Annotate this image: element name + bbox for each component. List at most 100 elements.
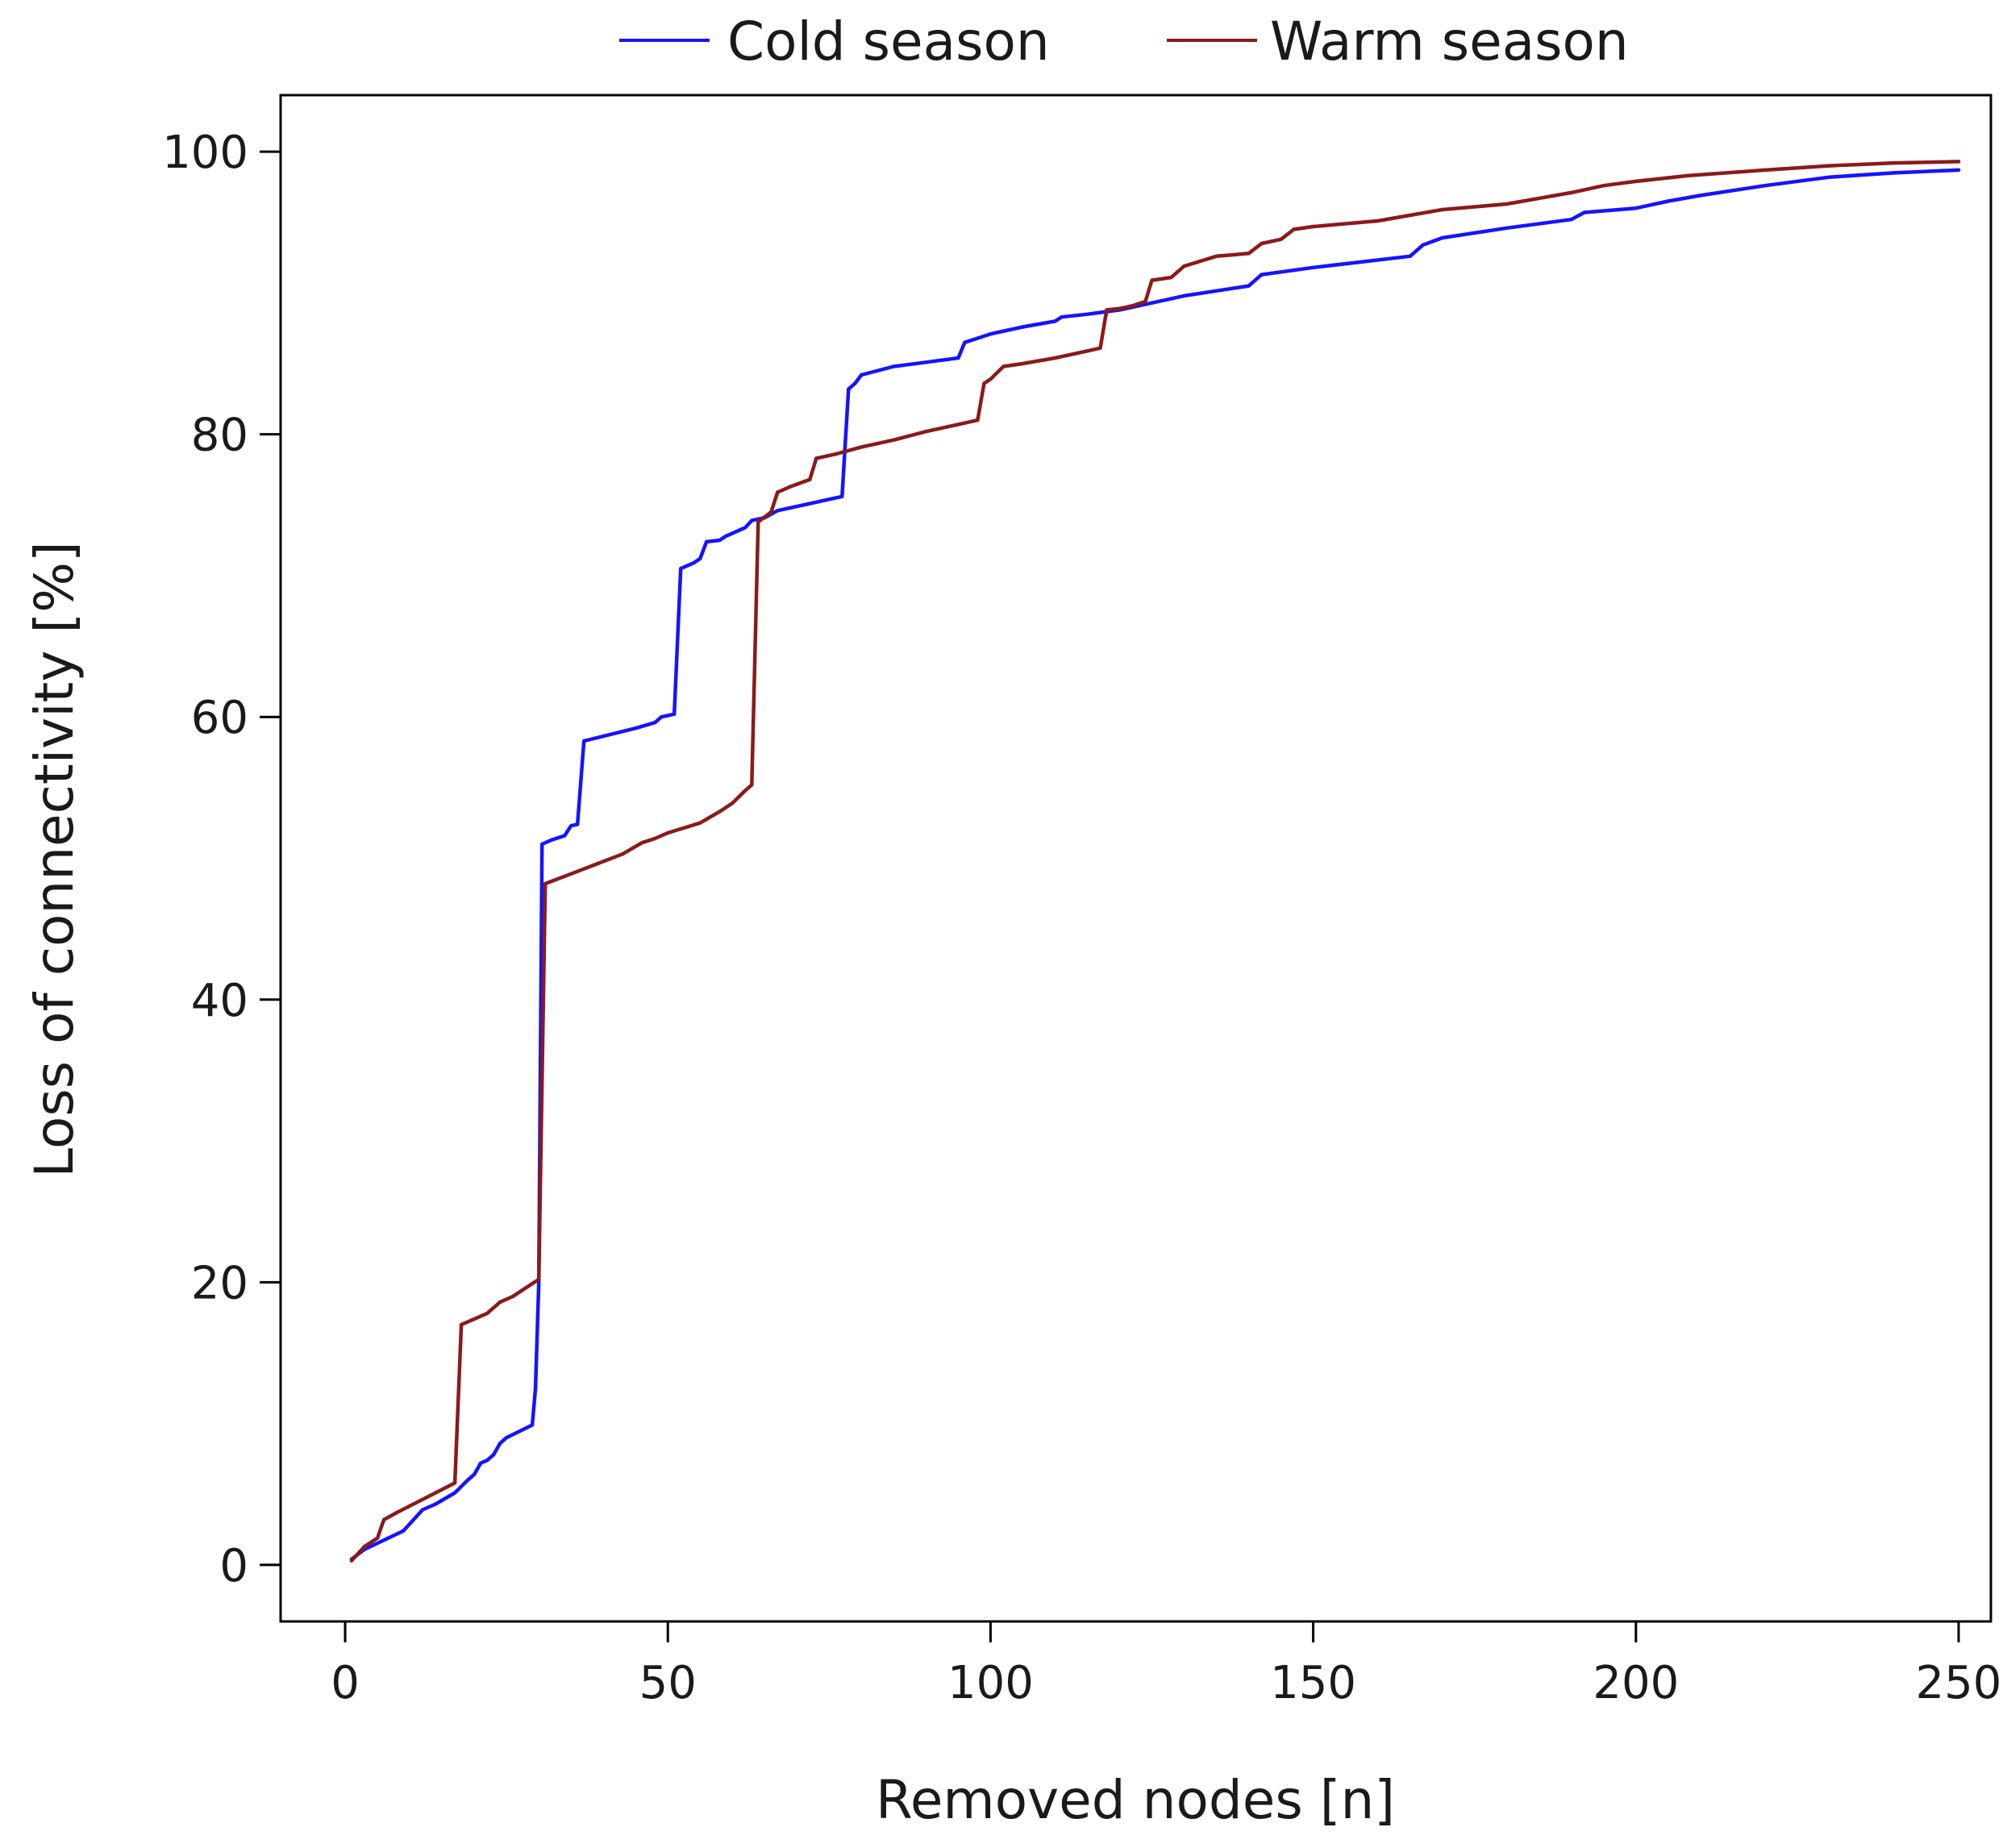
data-point-warm-season-7 — [459, 1322, 464, 1327]
data-point-cold-season-59 — [1505, 226, 1509, 230]
data-point-warm-season-25 — [750, 783, 754, 787]
series-warm-season — [349, 160, 1961, 1563]
data-point-warm-season-29 — [789, 485, 793, 489]
data-point-cold-season-30 — [718, 538, 722, 543]
data-point-cold-season-62 — [1634, 206, 1638, 210]
data-point-warm-season-3 — [381, 1517, 386, 1522]
y-tick-label-60: 60 — [191, 692, 248, 744]
data-point-cold-season-36 — [840, 494, 844, 498]
x-axis-title: Removed nodes [n] — [876, 1769, 1395, 1831]
data-point-cold-season-16 — [540, 842, 544, 847]
data-point-cold-season-32 — [743, 526, 747, 530]
data-point-warm-season-32 — [834, 452, 838, 456]
data-point-warm-season-35 — [924, 430, 928, 434]
data-point-cold-season-20 — [576, 822, 580, 826]
data-point-warm-season-64 — [1685, 173, 1689, 178]
data-point-cold-season-61 — [1582, 210, 1587, 214]
data-point-cold-season-27 — [692, 561, 696, 565]
data-point-warm-season-40 — [1001, 364, 1006, 368]
data-point-warm-season-15 — [569, 872, 573, 876]
data-point-cold-season-57 — [1421, 243, 1425, 247]
data-point-warm-season-41 — [1021, 361, 1025, 366]
data-point-cold-season-47 — [1053, 319, 1057, 323]
data-point-warm-season-39 — [989, 377, 993, 381]
data-point-warm-season-44 — [1098, 346, 1102, 350]
x-tick-label-200: 200 — [1593, 1657, 1679, 1709]
data-point-warm-season-30 — [808, 477, 812, 481]
data-point-warm-season-67 — [1892, 160, 1897, 165]
data-point-warm-season-21 — [698, 821, 702, 825]
data-point-cold-season-60 — [1569, 218, 1574, 222]
data-point-cold-season-51 — [1150, 301, 1154, 305]
data-point-warm-season-53 — [1247, 252, 1251, 256]
data-point-warm-season-19 — [653, 836, 657, 841]
data-point-cold-season-7 — [472, 1472, 477, 1476]
data-point-cold-season-28 — [698, 556, 702, 561]
data-point-warm-season-36 — [956, 422, 960, 427]
data-point-warm-season-26 — [756, 520, 760, 524]
data-point-warm-season-9 — [485, 1311, 489, 1316]
data-point-cold-season-25 — [672, 712, 677, 716]
data-point-warm-season-33 — [860, 445, 864, 449]
data-point-warm-season-0 — [349, 1559, 354, 1563]
data-point-cold-season-68 — [1956, 168, 1961, 173]
data-point-warm-season-65 — [1763, 168, 1768, 173]
data-point-cold-season-56 — [1408, 254, 1412, 258]
data-point-warm-season-62 — [1601, 184, 1606, 188]
data-point-cold-season-18 — [563, 834, 567, 838]
data-point-warm-season-57 — [1311, 224, 1315, 229]
data-point-warm-season-5 — [433, 1491, 438, 1495]
data-point-cold-season-39 — [860, 373, 864, 377]
data-point-warm-season-43 — [1085, 349, 1089, 353]
data-point-cold-season-2 — [401, 1529, 406, 1534]
data-point-warm-season-38 — [982, 381, 986, 385]
data-point-warm-season-63 — [1634, 179, 1638, 184]
data-point-cold-season-13 — [530, 1423, 535, 1427]
data-point-warm-season-18 — [640, 841, 644, 845]
y-tick-label-100: 100 — [162, 127, 248, 179]
data-point-warm-season-17 — [621, 852, 625, 856]
data-point-warm-season-45 — [1105, 308, 1109, 312]
series-layer — [349, 160, 1961, 1563]
data-point-cold-season-29 — [705, 539, 709, 544]
data-point-warm-season-28 — [776, 490, 780, 494]
data-point-warm-season-60 — [1505, 202, 1509, 206]
data-point-warm-season-16 — [595, 862, 599, 866]
data-point-cold-season-35 — [776, 509, 780, 513]
data-point-cold-season-45 — [989, 332, 993, 336]
data-point-cold-season-67 — [1892, 171, 1897, 175]
data-point-cold-season-37 — [847, 387, 851, 391]
plot-frame — [279, 94, 1992, 1623]
x-tick-label-0: 0 — [331, 1657, 360, 1709]
data-point-warm-season-8 — [472, 1317, 477, 1321]
data-point-cold-season-26 — [679, 567, 683, 571]
data-point-cold-season-12 — [504, 1435, 509, 1440]
data-point-cold-season-4 — [433, 1502, 438, 1506]
data-point-cold-season-55 — [1311, 265, 1315, 269]
data-point-warm-season-66 — [1827, 164, 1832, 168]
data-point-cold-season-22 — [634, 726, 638, 730]
data-point-cold-season-41 — [924, 360, 928, 364]
data-point-warm-season-6 — [452, 1481, 457, 1485]
data-point-cold-season-10 — [491, 1453, 496, 1457]
x-tick-label-250: 250 — [1916, 1657, 2002, 1709]
data-point-warm-season-48 — [1143, 299, 1147, 304]
data-point-warm-season-27 — [769, 510, 773, 514]
data-point-cold-season-58 — [1440, 235, 1444, 240]
data-point-cold-season-49 — [1085, 312, 1089, 316]
data-point-cold-season-3 — [420, 1508, 425, 1512]
data-point-cold-season-21 — [582, 739, 586, 743]
data-point-cold-season-17 — [550, 838, 554, 842]
data-point-cold-season-33 — [750, 518, 754, 522]
data-point-warm-season-49 — [1150, 278, 1154, 282]
data-point-cold-season-66 — [1827, 175, 1832, 179]
data-point-cold-season-6 — [465, 1478, 470, 1482]
data-point-warm-season-56 — [1292, 227, 1296, 231]
data-point-cold-season-23 — [653, 721, 657, 725]
data-point-cold-season-14 — [533, 1386, 538, 1391]
data-point-warm-season-37 — [976, 418, 980, 422]
data-point-warm-season-24 — [743, 789, 747, 793]
y-tick-label-20: 20 — [191, 1257, 248, 1309]
data-point-cold-season-48 — [1060, 315, 1064, 319]
data-point-cold-season-44 — [976, 336, 980, 340]
